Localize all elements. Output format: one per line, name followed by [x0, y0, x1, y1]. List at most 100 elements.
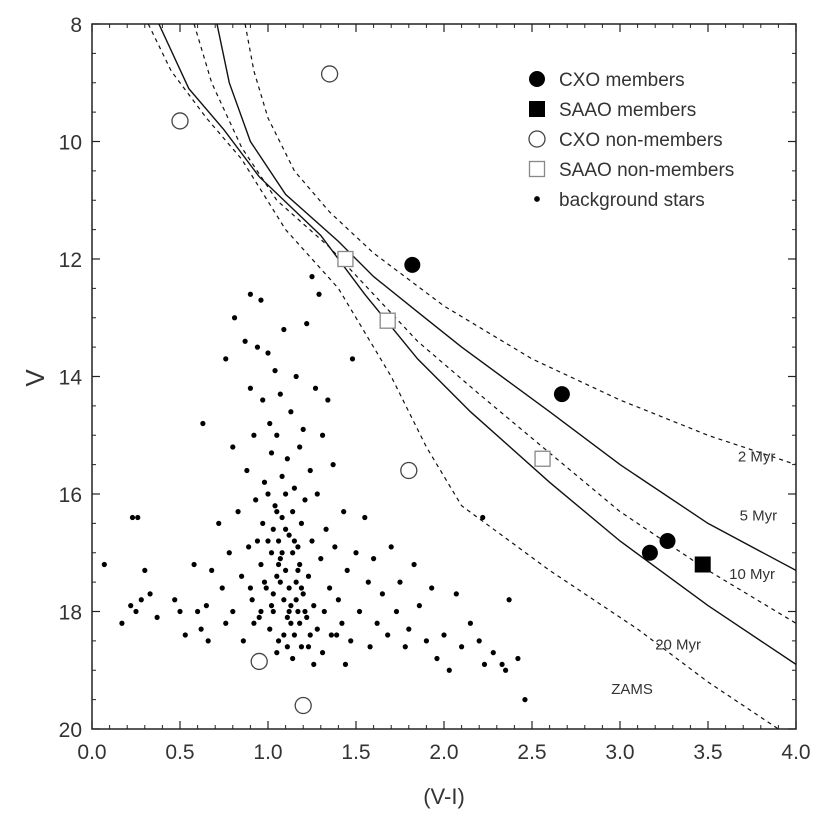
- point-background-stars: [356, 608, 363, 615]
- x-tick-label: 0.5: [165, 741, 194, 764]
- point-background-stars: [341, 509, 347, 515]
- curve-label-5-myr: 5 Myr: [740, 507, 778, 524]
- point-background-stars: [247, 385, 253, 391]
- point-cxo-members: [659, 533, 676, 549]
- point-background-stars: [293, 579, 299, 585]
- point-background-stars: [304, 321, 310, 327]
- point-background-stars: [254, 344, 261, 350]
- point-background-stars: [406, 626, 412, 632]
- point-background-stars: [274, 432, 280, 438]
- point-background-stars: [286, 532, 292, 538]
- legend-label: CXO non-members: [559, 130, 723, 151]
- point-background-stars: [311, 661, 317, 667]
- point-background-stars: [305, 573, 312, 579]
- point-background-stars: [453, 591, 459, 597]
- point-background-stars: [307, 632, 313, 638]
- point-background-stars: [198, 626, 204, 632]
- point-background-stars: [344, 567, 350, 573]
- point-background-stars: [379, 591, 385, 597]
- point-background-stars: [481, 661, 488, 667]
- curve-label-zams: ZAMS: [611, 681, 653, 698]
- point-background-stars: [416, 603, 422, 609]
- point-background-stars: [275, 561, 282, 568]
- legend-marker: [529, 101, 545, 117]
- point-background-stars: [476, 638, 482, 644]
- point-background-stars: [251, 620, 257, 626]
- point-saao-members: [694, 556, 711, 573]
- point-background-stars: [288, 620, 294, 626]
- point-background-stars: [235, 509, 241, 515]
- point-background-stars: [328, 632, 334, 638]
- point-background-stars: [244, 467, 250, 474]
- point-background-stars: [298, 644, 305, 650]
- point-background-stars: [316, 291, 322, 297]
- point-background-stars: [200, 420, 206, 427]
- point-background-stars: [293, 373, 299, 380]
- point-background-stars: [101, 561, 107, 568]
- point-background-stars: [298, 585, 305, 591]
- point-background-stars: [339, 620, 345, 626]
- point-background-stars: [309, 538, 315, 544]
- point-background-stars: [260, 397, 266, 403]
- point-background-stars: [288, 409, 294, 415]
- point-background-stars: [434, 655, 440, 662]
- point-background-stars: [254, 538, 261, 544]
- point-background-stars: [219, 585, 225, 591]
- point-cxo-members: [553, 386, 570, 403]
- y-tick-label: 14: [59, 367, 83, 390]
- point-background-stars: [353, 550, 359, 556]
- point-background-stars: [371, 556, 377, 562]
- point-background-stars: [503, 667, 509, 673]
- point-cxo-non-members: [400, 461, 418, 480]
- point-background-stars: [291, 538, 297, 544]
- point-background-stars: [270, 608, 276, 615]
- x-tick-label: 2.5: [517, 741, 546, 764]
- point-background-stars: [302, 497, 308, 503]
- point-background-stars: [272, 368, 278, 374]
- x-tick-label: 3.5: [693, 741, 722, 764]
- point-background-stars: [135, 514, 141, 521]
- point-background-stars: [261, 479, 268, 485]
- point-background-stars: [290, 550, 296, 556]
- point-background-stars: [268, 550, 275, 556]
- y-tick-label: 8: [70, 14, 82, 37]
- point-background-stars: [522, 697, 528, 703]
- point-background-stars: [270, 591, 276, 597]
- point-background-stars: [286, 585, 292, 591]
- point-background-stars: [256, 614, 262, 620]
- point-background-stars: [177, 608, 183, 615]
- point-background-stars: [423, 638, 429, 644]
- y-tick-label: 12: [59, 249, 82, 272]
- point-background-stars: [323, 526, 329, 532]
- curve-10-myr: [193, 24, 796, 624]
- curve-label-20-myr: 20 Myr: [655, 637, 701, 654]
- point-background-stars: [119, 620, 125, 626]
- point-background-stars: [297, 444, 303, 450]
- curve-label-2-myr: 2 Myr: [738, 449, 776, 466]
- point-background-stars: [307, 467, 313, 474]
- point-background-stars: [388, 544, 394, 550]
- point-background-stars: [258, 561, 264, 568]
- point-background-stars: [467, 620, 473, 626]
- point-background-stars: [327, 585, 333, 591]
- legend-marker: [528, 160, 546, 178]
- point-background-stars: [411, 561, 417, 568]
- point-background-stars: [277, 556, 283, 562]
- point-background-stars: [230, 444, 236, 450]
- legend-label: background stars: [559, 190, 705, 211]
- point-background-stars: [203, 603, 209, 609]
- point-background-stars: [318, 556, 324, 562]
- point-saao-non-members: [379, 312, 396, 329]
- x-tick-label: 1.5: [341, 741, 370, 764]
- point-background-stars: [393, 608, 400, 615]
- point-saao-non-members: [337, 250, 354, 268]
- legend-marker: [529, 71, 545, 87]
- point-background-stars: [268, 450, 275, 456]
- point-background-stars: [230, 608, 236, 615]
- curve-2-myr: [244, 24, 796, 466]
- point-background-stars: [253, 497, 259, 503]
- point-background-stars: [298, 520, 305, 526]
- point-background-stars: [295, 567, 301, 573]
